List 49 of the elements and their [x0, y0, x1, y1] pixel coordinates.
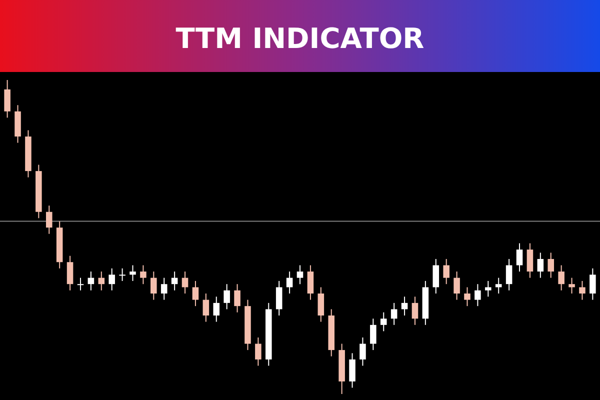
candlestick: [98, 271, 105, 291]
candlestick: [464, 286, 470, 307]
candlestick: [307, 264, 314, 300]
candlestick: [119, 268, 126, 282]
candlestick: [296, 264, 304, 285]
candlestick: [590, 268, 596, 300]
candlestick: [202, 293, 210, 322]
candlestick: [140, 264, 146, 285]
candlestick: [568, 277, 575, 294]
candlestick: [108, 268, 115, 291]
candlestick: [548, 252, 554, 278]
candlestick: [516, 242, 523, 272]
candlestick: [360, 336, 366, 366]
candlestick: [171, 271, 178, 291]
candlestick: [579, 280, 586, 300]
candlestick: [485, 280, 492, 298]
candlestick: [224, 284, 230, 310]
candlestick: [380, 312, 387, 332]
candlestick: [66, 255, 74, 291]
candlestick: [495, 277, 502, 294]
candlestick: [276, 280, 282, 316]
candlestick: [412, 296, 418, 326]
candlestick: [150, 271, 157, 300]
candlestick: [506, 258, 512, 291]
candlestick: [537, 252, 544, 278]
candlestick: [77, 277, 84, 291]
candlestick: [454, 271, 460, 300]
candlestick: [130, 264, 136, 282]
candlestick: [318, 286, 324, 322]
candlestick: [401, 296, 408, 316]
candlestick: [255, 336, 262, 366]
candlestick: [474, 284, 481, 307]
candlestick: [192, 280, 199, 307]
candlestick: [526, 242, 534, 278]
candlestick: [443, 258, 450, 285]
candlestick: [160, 277, 168, 300]
candlestick: [558, 264, 564, 291]
candlestick: [182, 271, 188, 294]
candlestick: [286, 271, 293, 294]
candlestick: [213, 296, 220, 322]
candlestick: [234, 284, 240, 313]
candlestick: [370, 318, 376, 351]
candlestick: [390, 302, 398, 326]
candlestick: [4, 80, 10, 118]
chart-title: TTM INDICATOR: [176, 22, 424, 55]
candlestick: [432, 258, 440, 294]
candlestick: [88, 271, 94, 291]
candlestick: [46, 205, 52, 234]
candlestick: [349, 352, 356, 388]
